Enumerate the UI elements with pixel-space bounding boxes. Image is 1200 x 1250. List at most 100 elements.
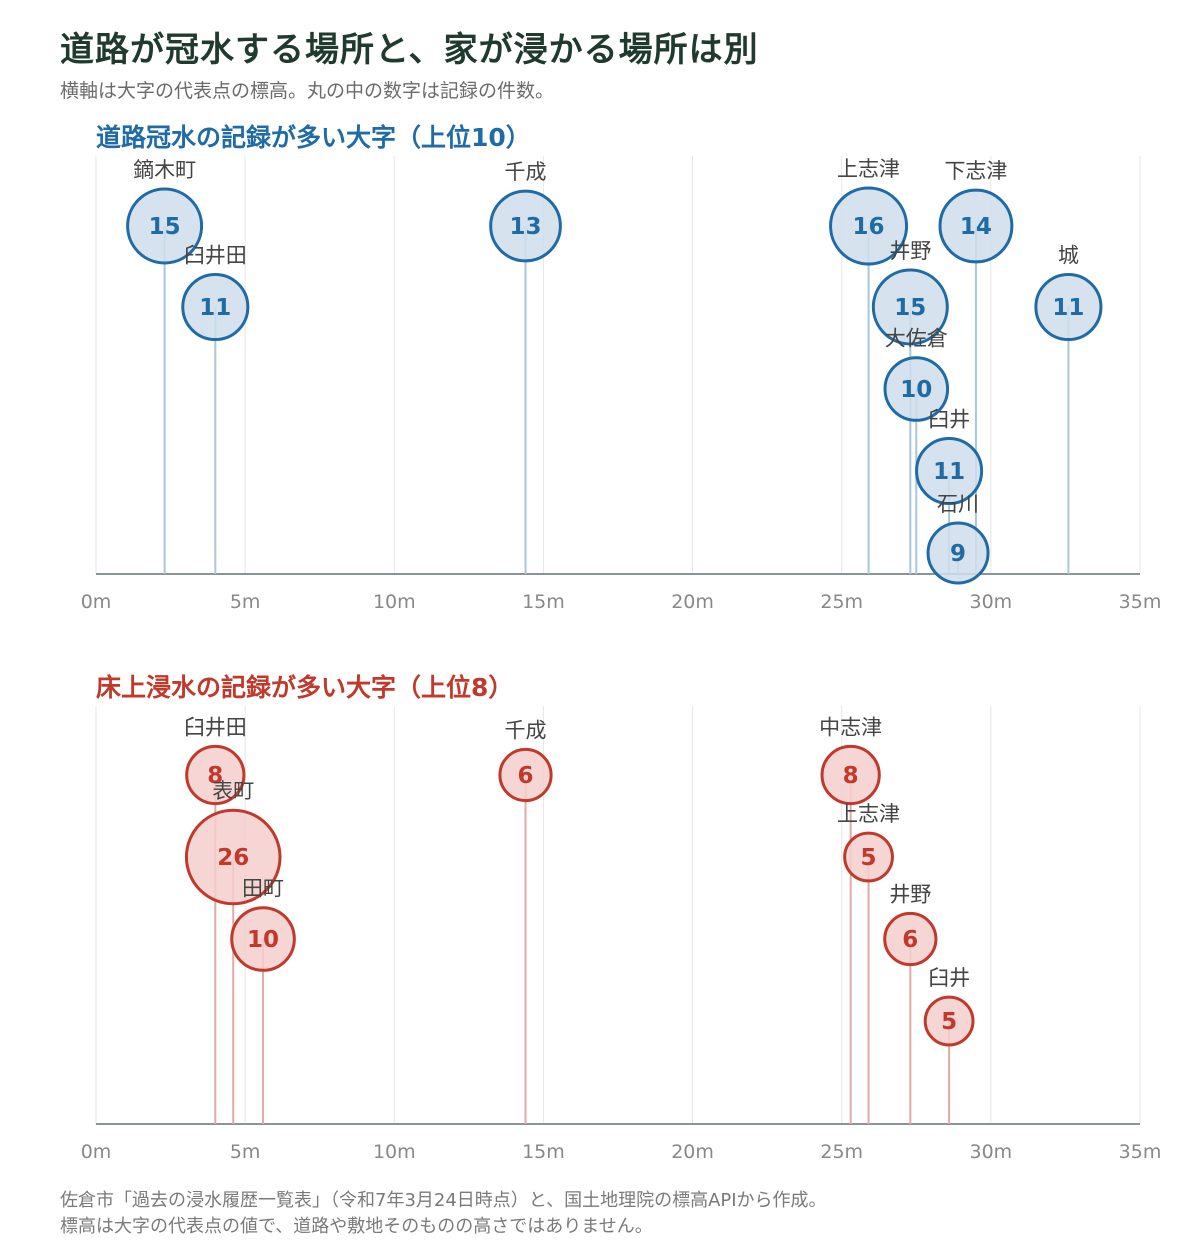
x-tick-label: 10m <box>373 591 416 613</box>
point-name-label: 臼井田 <box>184 243 247 267</box>
x-tick-label: 15m <box>522 1141 565 1163</box>
data-point: 5 臼井 <box>923 966 975 1047</box>
data-point: 11 臼井田 <box>181 243 250 342</box>
page-title: 道路が冠水する場所と、家が浸かる場所は別 <box>60 30 759 70</box>
point-circle <box>820 744 881 806</box>
x-tick-label: 30m <box>970 1141 1013 1163</box>
data-point: 10 田町 <box>230 877 296 972</box>
point-circle <box>926 521 990 585</box>
point-name-label: 上志津 <box>837 157 900 181</box>
house-flood-panel-title: 床上浸水の記録が多い大字（上位8） <box>96 673 514 702</box>
x-tick-label: 20m <box>671 591 714 613</box>
point-count-label: 5 <box>941 1009 957 1035</box>
point-count-label: 15 <box>894 295 926 321</box>
point-circle <box>829 186 909 266</box>
point-count-label: 10 <box>247 927 279 953</box>
point-circle <box>915 436 984 506</box>
point-name-label: 田町 <box>242 877 284 901</box>
point-count-label: 6 <box>518 763 534 789</box>
point-name-label: 千成 <box>505 160 547 184</box>
data-point: 15 鏑木町 <box>126 158 204 265</box>
point-count-label: 14 <box>960 214 992 240</box>
x-tick-label: 15m <box>522 591 565 613</box>
road-flood-chart: 0m 5m 10m 15m 20m 25m 30m 35m 15 鏑木町 11 臼井田 13 千成 16 上志… <box>81 156 1162 613</box>
point-name-label: 表町 <box>212 779 254 803</box>
point-name-label: 城 <box>1058 243 1079 267</box>
point-count-label: 9 <box>950 541 966 567</box>
elevation-note: 標高は大字の代表点の値で、道路や敷地そのものの高さではありません。 <box>60 1216 653 1237</box>
point-count-label: 10 <box>900 377 932 403</box>
data-point: 15 井野 <box>871 239 949 346</box>
point-name-label: 臼井 <box>928 407 970 431</box>
point-name-label: 千成 <box>505 718 547 742</box>
point-name-label: 大佐倉 <box>885 327 948 351</box>
data-point: 8 臼井田 <box>184 715 247 806</box>
x-tick-label: 35m <box>1119 591 1162 613</box>
x-tick-label: 30m <box>970 591 1013 613</box>
point-circle <box>230 906 296 972</box>
point-name-label: 下志津 <box>944 159 1007 183</box>
point-circle <box>871 268 949 346</box>
point-circle <box>923 995 975 1047</box>
x-tick-label: 25m <box>820 1141 863 1163</box>
road-flood-panel-title: 道路冠水の記録が多い大字（上位10） <box>96 123 531 152</box>
point-circle <box>489 189 562 263</box>
data-point: 16 上志津 <box>829 157 909 266</box>
data-point: 26 表町 <box>184 779 282 906</box>
x-tick-label: 5m <box>230 591 261 613</box>
point-count-label: 8 <box>207 763 223 789</box>
point-circle <box>938 188 1014 264</box>
point-count-label: 6 <box>902 927 918 953</box>
point-name-label: 鏑木町 <box>133 158 196 182</box>
x-tick-label: 10m <box>373 1141 416 1163</box>
house-points: 8 臼井田 26 表町 10 田町 6 千成 8 中志津 5 上志津 6 井野 5 臼井 <box>184 715 975 1047</box>
point-name-label: 井野 <box>889 882 931 906</box>
source-note: 佐倉市「過去の浸水履歴一覧表」（令和7年3月24日時点）と、国土地理院の標高AP… <box>60 1190 827 1211</box>
x-tick-label: 20m <box>671 1141 714 1163</box>
data-point: 11 臼井 <box>915 407 984 506</box>
point-name-label: 中志津 <box>819 715 882 739</box>
point-count-label: 11 <box>933 459 965 485</box>
point-circle <box>126 187 204 265</box>
x-tick-label: 5m <box>230 1141 261 1163</box>
point-circle <box>843 831 894 883</box>
data-point: 8 中志津 <box>819 715 882 806</box>
point-count-label: 8 <box>843 763 859 789</box>
data-point: 5 上志津 <box>837 802 900 883</box>
point-circle <box>498 747 553 803</box>
point-circle <box>184 808 282 906</box>
point-count-label: 11 <box>199 295 231 321</box>
point-name-label: 石川 <box>937 492 979 516</box>
x-tick-label: 0m <box>81 1141 112 1163</box>
point-name-label: 臼井 <box>928 966 970 990</box>
data-point: 13 千成 <box>489 160 562 263</box>
house-gridlines: 0m 5m 10m 15m 20m 25m 30m 35m <box>81 706 1162 1163</box>
road-points: 15 鏑木町 11 臼井田 13 千成 16 上志津 14 下志津 15 井野 11 城 10 大佐倉 11 臼井… <box>126 157 1103 585</box>
point-circle <box>181 272 250 342</box>
point-circle <box>883 356 950 422</box>
point-name-label: 臼井田 <box>184 715 247 739</box>
data-point: 11 城 <box>1034 243 1103 342</box>
point-circle <box>883 911 938 967</box>
point-name-label: 井野 <box>889 239 931 263</box>
x-tick-label: 25m <box>820 591 863 613</box>
point-count-label: 15 <box>149 214 181 240</box>
data-point: 9 石川 <box>926 492 990 585</box>
house-flood-chart: 0m 5m 10m 15m 20m 25m 30m 35m 8 臼井田 26 表町 10 田町 6 千成 8 中志… <box>81 706 1162 1163</box>
point-count-label: 16 <box>853 214 885 240</box>
point-count-label: 11 <box>1052 295 1084 321</box>
x-tick-label: 35m <box>1119 1141 1162 1163</box>
house-stems <box>214 775 951 1124</box>
point-count-label: 5 <box>861 845 877 871</box>
point-circle <box>185 744 246 806</box>
data-point: 6 千成 <box>498 718 553 803</box>
data-point: 10 大佐倉 <box>883 327 950 422</box>
x-tick-label: 0m <box>81 591 112 613</box>
page-subtitle: 横軸は大字の代表点の標高。丸の中の数字は記録の件数。 <box>60 80 555 102</box>
point-circle <box>1034 272 1103 342</box>
data-point: 14 下志津 <box>938 159 1014 264</box>
point-count-label: 26 <box>217 845 249 871</box>
data-point: 6 井野 <box>883 882 938 967</box>
point-name-label: 上志津 <box>837 802 900 826</box>
point-count-label: 13 <box>510 214 542 240</box>
